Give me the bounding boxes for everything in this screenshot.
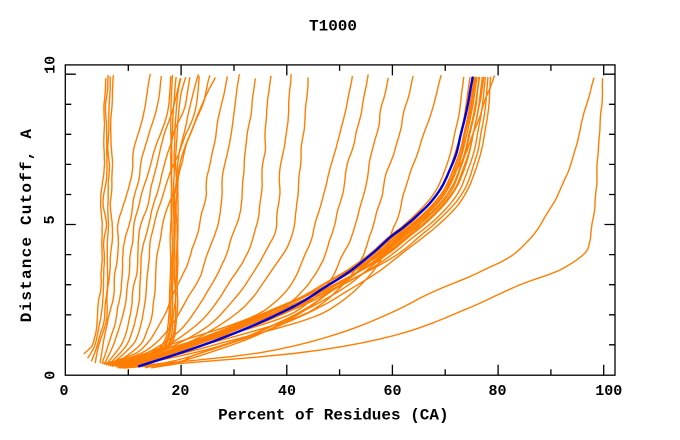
svg-text:40: 40 <box>278 383 296 400</box>
svg-text:100: 100 <box>595 383 622 400</box>
svg-text:Percent of Residues (CA): Percent of Residues (CA) <box>218 406 448 424</box>
svg-text:80: 80 <box>488 383 506 400</box>
svg-text:5: 5 <box>42 215 59 224</box>
svg-text:10: 10 <box>43 56 60 74</box>
svg-text:0: 0 <box>43 371 60 380</box>
svg-text:60: 60 <box>383 383 401 400</box>
svg-text:0: 0 <box>59 383 68 400</box>
svg-text:Distance Cutoff, A: Distance Cutoff, A <box>18 128 36 322</box>
svg-text:T1000: T1000 <box>309 18 357 36</box>
svg-text:20: 20 <box>171 383 189 400</box>
